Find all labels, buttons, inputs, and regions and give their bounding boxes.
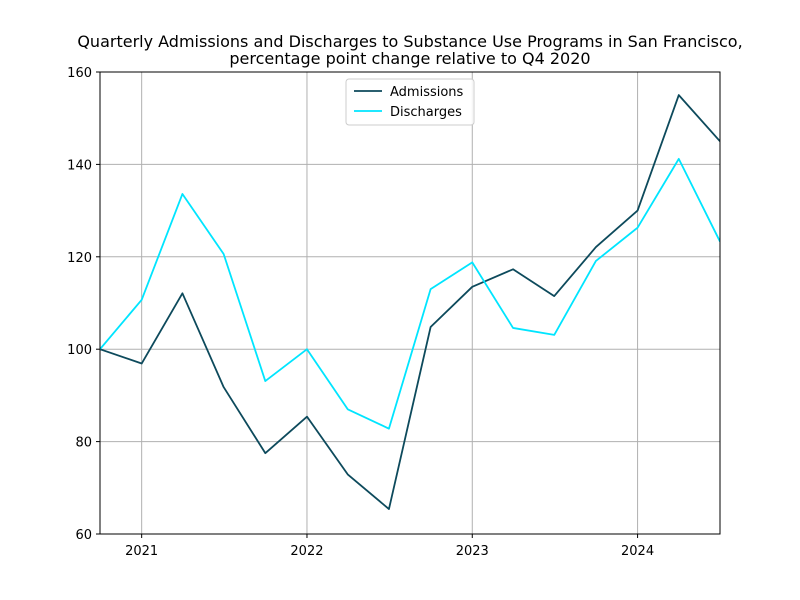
- grid-lines: [100, 71, 720, 535]
- chart-title-line-1: Quarterly Admissions and Discharges to S…: [77, 32, 742, 51]
- series-line-admissions: [100, 94, 720, 510]
- y-tick-label: 60: [75, 528, 92, 543]
- series-line-discharges: [100, 157, 720, 430]
- x-tick-label: 2021: [125, 544, 158, 559]
- chart-title-line-2: percentage point change relative to Q4 2…: [229, 49, 590, 68]
- series-lines: [100, 94, 720, 510]
- y-tick-label: 80: [75, 436, 92, 451]
- legend-label-admissions: Admissions: [390, 85, 464, 100]
- x-tick-label: 2022: [290, 544, 323, 559]
- y-tick-label: 100: [67, 343, 92, 358]
- legend: Admissions Discharges: [345, 78, 475, 126]
- x-tick-label: 2024: [621, 544, 654, 559]
- y-tick-label: 120: [67, 251, 92, 266]
- y-tick-label: 140: [67, 158, 92, 173]
- axis-ticks: 60 80 100 120 140 160 2021 2022 2023 2024: [67, 66, 654, 559]
- x-tick-label: 2023: [456, 544, 489, 559]
- plot-frame: [99, 71, 721, 535]
- y-tick-label: 160: [67, 66, 92, 81]
- legend-label-discharges: Discharges: [390, 105, 462, 120]
